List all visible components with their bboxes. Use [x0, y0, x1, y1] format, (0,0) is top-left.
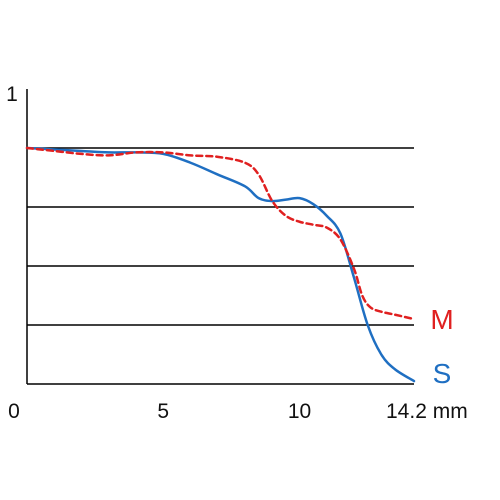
series-labels: MS	[430, 304, 453, 389]
axes	[26, 89, 414, 385]
series-label-M: M	[430, 304, 453, 335]
tick-labels: 0 5 10 14.2 mm 1	[6, 83, 468, 423]
x-tick-label: 5	[157, 400, 169, 423]
series-line-S	[25, 146, 416, 383]
x-tick-label: 14.2 mm	[386, 400, 468, 423]
x-tick-label: 0	[8, 400, 20, 423]
y-tick-label: 1	[6, 83, 18, 106]
series	[25, 146, 416, 383]
series-label-S: S	[433, 358, 452, 389]
series-line-M	[25, 146, 416, 321]
x-tick-label: 10	[288, 400, 311, 423]
